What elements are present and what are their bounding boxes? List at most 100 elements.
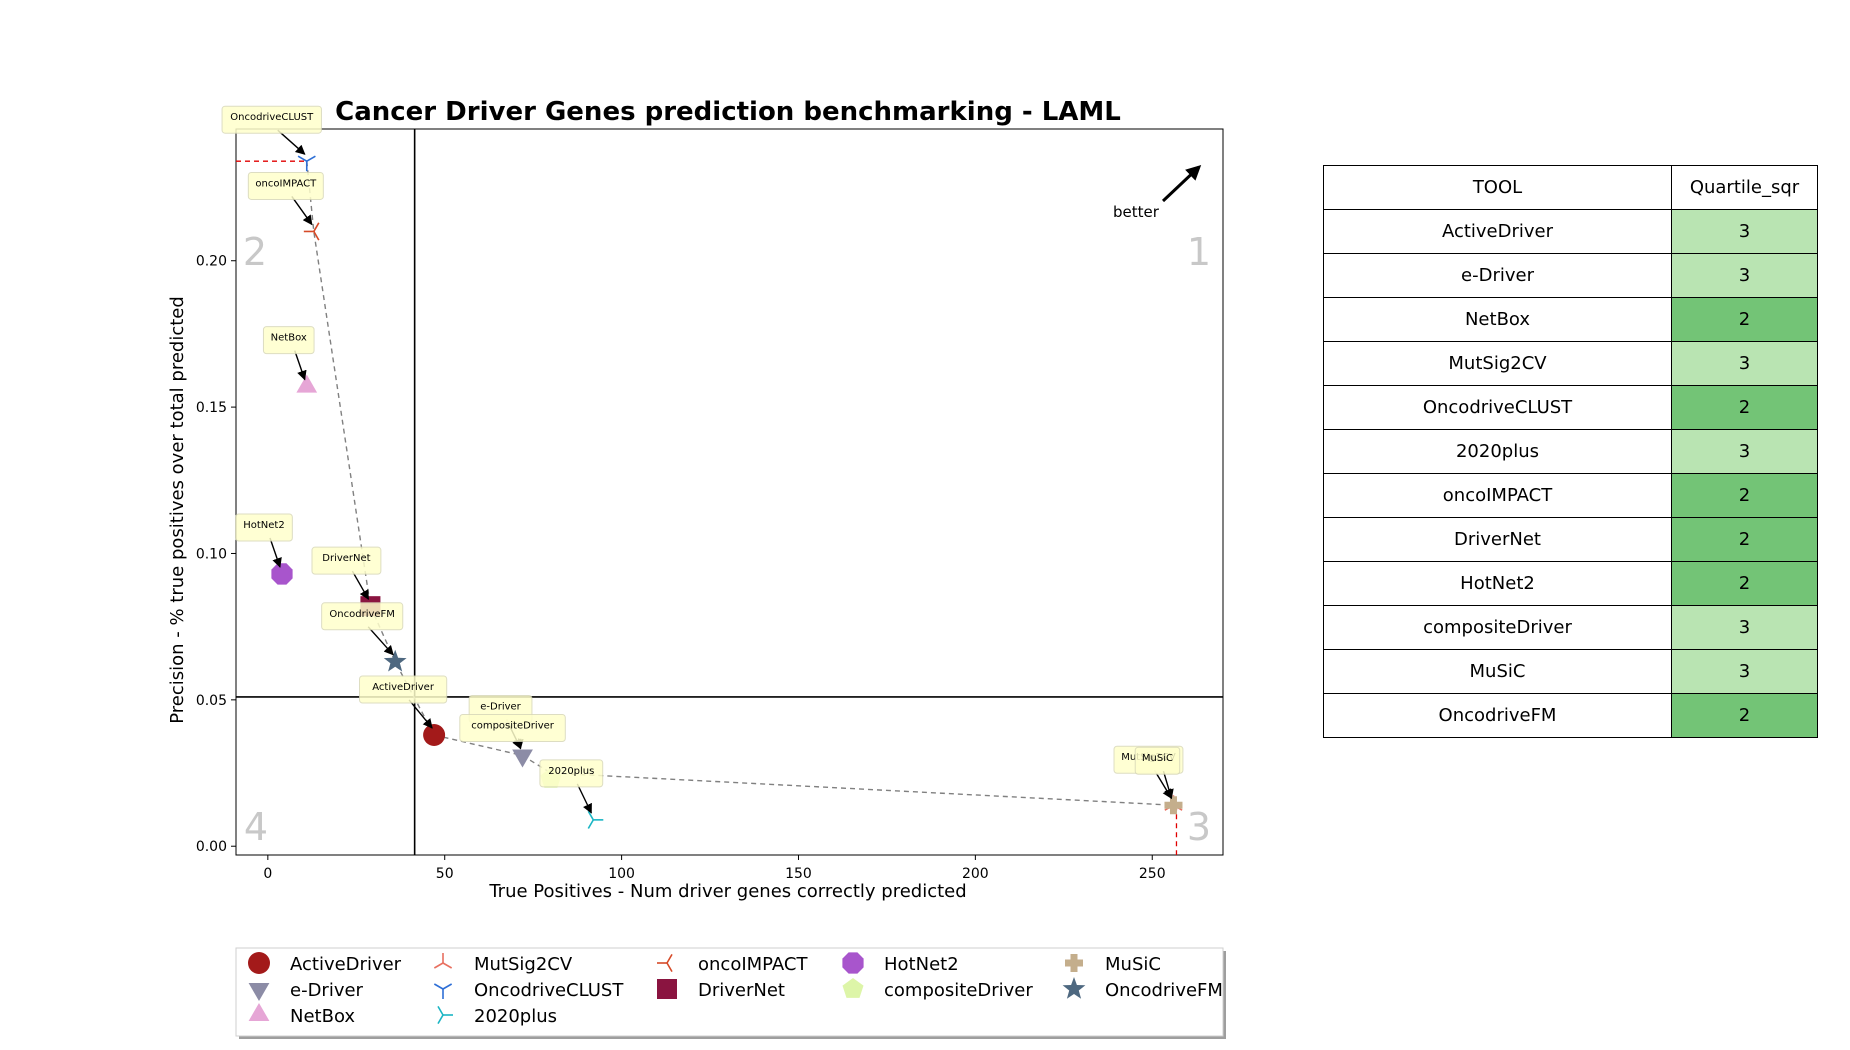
point-hotnet2-shape (271, 563, 293, 585)
annotation-netbox: NetBox (262, 326, 315, 381)
legend-marker-shape-arm (433, 962, 444, 969)
tool-cell: OncodriveFM (1323, 693, 1672, 738)
x-axis-label: True Positives - Num driver genes correc… (488, 881, 966, 902)
annotation-arrow (576, 783, 592, 814)
annotation-oncodrivefm: OncodriveFM (321, 602, 404, 656)
tool-cell: oncoIMPACT (1323, 473, 1672, 518)
tool-cell: MuSiC (1323, 649, 1672, 694)
x-tick-label: 100 (608, 866, 635, 882)
annotation-box (221, 105, 322, 134)
legend-label: MuSiC (1105, 954, 1161, 975)
legend-marker (248, 1003, 270, 1021)
annotation-arrow (277, 129, 306, 155)
legend-marker (842, 952, 864, 974)
annotation-box (539, 759, 604, 788)
annotation-box (311, 546, 382, 575)
tool-cell: 2020plus (1323, 429, 1672, 474)
point-oncodrivefm-shape (383, 649, 407, 672)
point-activedriver (423, 723, 446, 746)
annotation-arrow (408, 699, 433, 729)
table-header-row: TOOL Quartile_sqr (1323, 165, 1818, 210)
y-tick-label: 0.15 (196, 400, 227, 416)
legend-item-e-driver: e-Driver (248, 980, 364, 1001)
table-row: OncodriveFM 2 (1323, 693, 1818, 738)
annotation-arrow (294, 350, 307, 381)
annotation-compositedriver: compositeDriver (459, 713, 566, 750)
legend-marker-shape-arm (666, 962, 673, 973)
legend-marker-shape-v (1070, 954, 1078, 972)
point-oncodriveclust-shape-arm (297, 155, 308, 162)
annotation-music: MuSiC (1134, 746, 1181, 800)
annotation-label: OncodriveCLUST (230, 112, 314, 123)
y-axis-label: Precision - % true positives over total … (167, 296, 188, 724)
legend-marker (842, 978, 864, 998)
quadrant-label-4: 4 (244, 805, 268, 849)
annotation-box (262, 326, 315, 355)
legend-label: NetBox (290, 1006, 355, 1027)
quartile-cell: 3 (1671, 209, 1818, 254)
legend-label: OncodriveCLUST (474, 980, 624, 1001)
table-row: oncoIMPACT 2 (1323, 473, 1818, 518)
annotation-label: MuSiC (1142, 753, 1173, 764)
annotation-hotnet2: HotNet2 (235, 513, 293, 568)
legend-label: oncoIMPACT (698, 954, 808, 975)
legend-marker-shape (842, 952, 864, 974)
legend-marker (248, 983, 270, 1001)
annotation-arrow (1162, 771, 1174, 800)
table-row: compositeDriver 3 (1323, 605, 1818, 650)
legend-item-oncoimpact: oncoIMPACT (657, 953, 808, 975)
tool-cell: compositeDriver (1323, 605, 1672, 650)
annotation-label: oncoIMPACT (255, 178, 317, 189)
point-activedriver-shape (423, 723, 446, 746)
annotation-arrow (291, 196, 313, 226)
annotation-arrow (351, 570, 370, 601)
point-e-driver (512, 749, 533, 768)
point-2020plus-shape-arm (587, 819, 594, 829)
legend-item-activedriver: ActiveDriver (248, 952, 402, 975)
legend-item-mutsig2cv: MutSig2CV (433, 953, 573, 975)
legend-marker (248, 952, 270, 974)
tool-cell: NetBox (1323, 297, 1672, 342)
y-tick-label: 0.10 (196, 546, 227, 562)
x-tick-label: 250 (1139, 866, 1166, 882)
legend-label: DriverNet (698, 980, 785, 1001)
point-oncodriveclust-shape-arm (306, 155, 316, 162)
y-tick-label: 0.20 (196, 254, 227, 270)
y-tick-label: 0.00 (196, 839, 227, 855)
tool-cell: ActiveDriver (1323, 209, 1672, 254)
annotation-2020plus: 2020plus (539, 759, 604, 814)
table-row: NetBox 2 (1323, 297, 1818, 342)
plot-frame (235, 128, 1224, 856)
annotation-label: ActiveDriver (372, 682, 435, 693)
point-oncodrivefm (383, 649, 407, 672)
legend-marker (437, 1005, 453, 1025)
legend-item-drivernet: DriverNet (657, 979, 785, 1001)
legend-marker-shape-arm (666, 953, 673, 964)
quartile-cell: 2 (1671, 385, 1818, 430)
quadrant-label-1: 1 (1187, 230, 1211, 274)
header-quartile: Quartile_sqr (1671, 165, 1818, 210)
quadrant-label-2: 2 (243, 230, 267, 274)
annotation-label: NetBox (271, 333, 307, 344)
table-row: DriverNet 2 (1323, 517, 1818, 562)
legend-marker (1062, 977, 1086, 999)
table-row: 2020plus 3 (1323, 429, 1818, 474)
legend-label: HotNet2 (884, 954, 959, 975)
point-oncoimpact (303, 222, 320, 241)
legend-marker-shape (248, 1003, 270, 1021)
quartile-cell: 2 (1671, 473, 1818, 518)
legend-marker-shape-arm (442, 983, 453, 990)
annotation-label: 2020plus (548, 766, 594, 777)
x-tick-label: 50 (436, 866, 454, 882)
chart-title: Cancer Driver Genes prediction benchmark… (335, 97, 1121, 127)
legend-marker (657, 979, 677, 999)
legend-marker-shape (248, 952, 270, 974)
quartile-cell: 3 (1671, 341, 1818, 386)
point-netbox (296, 374, 318, 393)
legend-marker (433, 983, 453, 999)
legend-marker-shape-arm (442, 962, 453, 969)
annotation-oncodriveclust: OncodriveCLUST (221, 105, 322, 155)
legend-marker (433, 953, 453, 969)
quartile-cell: 2 (1671, 297, 1818, 342)
legend-item-oncodriveclust: OncodriveCLUST (433, 980, 624, 1001)
